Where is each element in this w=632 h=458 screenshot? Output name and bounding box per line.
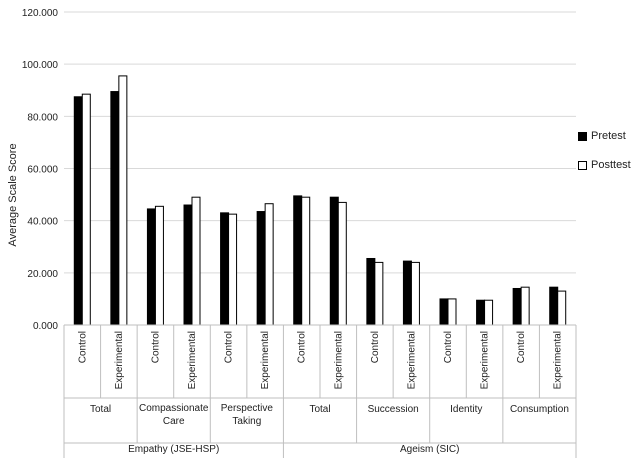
x-category-label: Control xyxy=(224,331,235,363)
x-subgroup-label: Compassionate xyxy=(139,403,209,414)
x-category-label: Control xyxy=(516,331,527,363)
x-category-label: Experimental xyxy=(187,331,198,389)
bar-posttest-2 xyxy=(154,205,164,326)
legend-item-pretest: Pretest xyxy=(578,128,631,144)
y-axis-label: Average Scale Score xyxy=(7,143,19,246)
bar-pretest-5 xyxy=(256,211,266,326)
bar-posttest-11 xyxy=(484,299,494,326)
bar-posttest-7 xyxy=(337,201,347,326)
bar-pretest-8 xyxy=(366,257,376,326)
x-subgroup-label: Consumption xyxy=(510,404,569,415)
legend-label-posttest: Posttest xyxy=(591,159,631,171)
bar-pretest-11 xyxy=(476,299,486,326)
x-category-label: Experimental xyxy=(553,331,564,389)
bar-posttest-5 xyxy=(264,203,274,326)
legend-item-posttest: Posttest xyxy=(578,157,631,173)
x-category-label: Control xyxy=(297,331,308,363)
bar-posttest-0 xyxy=(81,93,91,326)
bar-posttest-12 xyxy=(520,286,530,326)
gridlines xyxy=(64,11,576,274)
x-category-label: Control xyxy=(443,331,454,363)
x-subgroup-label: Care xyxy=(163,416,185,427)
x-category-label: Experimental xyxy=(333,331,344,389)
y-tick-label: 120.000 xyxy=(22,8,59,19)
bar-posttest-6 xyxy=(301,196,311,326)
legend: Pretest Posttest xyxy=(578,128,631,186)
y-tick-label: 20.000 xyxy=(27,269,58,280)
bar-pretest-7 xyxy=(329,196,339,326)
y-tick-label: 80.000 xyxy=(27,112,58,123)
x-axis-labels: Control Experimental Control Experimental Co… xyxy=(63,325,577,458)
bar-posttest-1 xyxy=(118,75,128,326)
x-subgroup-label: Succession xyxy=(368,404,419,415)
x-category-label: Control xyxy=(77,331,88,363)
bars xyxy=(73,75,567,326)
x-group-label: Empathy (JSE-HSP) xyxy=(128,444,219,455)
x-category-label: Control xyxy=(370,331,381,363)
x-category-label: Experimental xyxy=(114,331,125,389)
legend-swatch-pretest xyxy=(578,131,587,141)
x-category-label: Experimental xyxy=(260,331,271,389)
bar-posttest-9 xyxy=(410,261,420,326)
bar-pretest-10 xyxy=(439,298,449,326)
bar-posttest-10 xyxy=(447,298,457,326)
y-tick-label: 60.000 xyxy=(27,165,58,176)
bar-pretest-9 xyxy=(402,260,412,326)
bar-pretest-0 xyxy=(73,96,83,326)
y-tick-label: 100.000 xyxy=(22,60,59,71)
bar-posttest-8 xyxy=(374,261,384,326)
x-subgroup-label: Perspective xyxy=(221,403,274,414)
x-subgroup-label: Total xyxy=(309,404,330,415)
bar-posttest-13 xyxy=(557,290,567,326)
bar-posttest-4 xyxy=(228,213,238,326)
bar-pretest-4 xyxy=(220,212,230,326)
x-category-label: Experimental xyxy=(480,331,491,389)
bar-pretest-13 xyxy=(549,286,559,326)
y-axis-ticks: 0.000 20.000 40.000 60.000 80.000 100.000 120.… xyxy=(22,8,59,332)
y-tick-label: 0.000 xyxy=(33,321,58,332)
x-subgroup-label: Identity xyxy=(450,404,482,415)
x-subgroup-label: Taking xyxy=(232,416,261,427)
legend-label-pretest: Pretest xyxy=(591,130,626,142)
x-subgroup-label: Total xyxy=(90,404,111,415)
bar-pretest-2 xyxy=(146,208,156,326)
y-tick-label: 40.000 xyxy=(27,217,58,228)
x-category-label: Control xyxy=(150,331,161,363)
bar-pretest-6 xyxy=(293,195,303,326)
bar-pretest-3 xyxy=(183,204,193,326)
legend-swatch-posttest xyxy=(578,160,587,170)
bar-pretest-1 xyxy=(110,91,120,326)
bar-pretest-12 xyxy=(512,287,522,326)
x-category-label: Experimental xyxy=(406,331,417,389)
bar-posttest-3 xyxy=(191,196,201,326)
x-group-label: Ageism (SIC) xyxy=(400,444,459,455)
